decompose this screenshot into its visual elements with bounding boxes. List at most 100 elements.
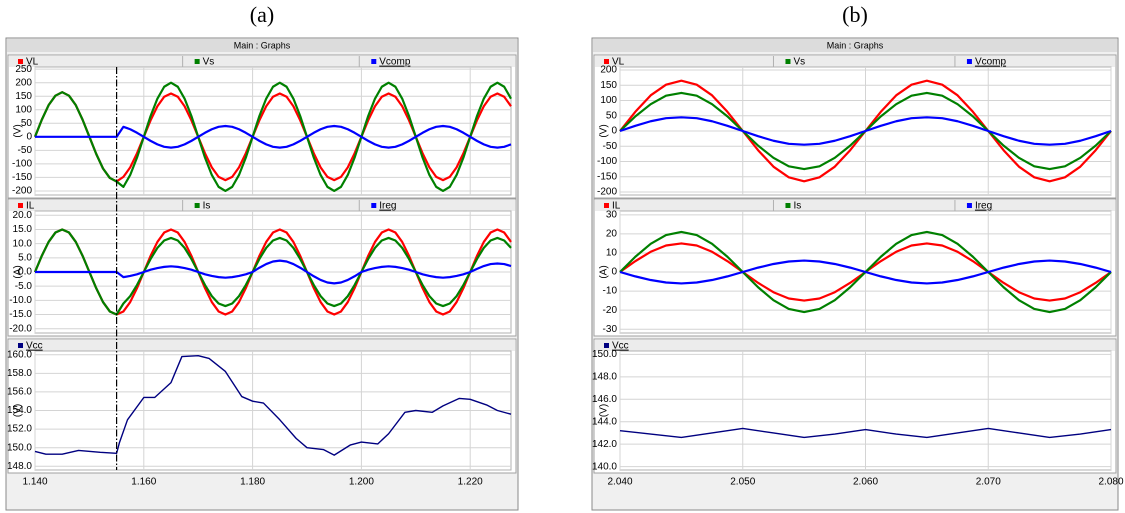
y-tick-label: 50	[21, 118, 33, 129]
series-line	[619, 259, 1112, 285]
x-tick-label: 2.050	[730, 477, 755, 488]
y-tick-label: 148.0	[592, 371, 617, 382]
legend-label: Vs	[203, 57, 215, 68]
y-tick-label: 30	[606, 209, 618, 220]
y-tick-label: -10.0	[9, 295, 32, 306]
x-tick-label: 1.220	[458, 477, 483, 488]
y-tick-label: 148.0	[7, 461, 32, 472]
y-tick-label: 152.0	[7, 424, 32, 435]
x-tick-label: 2.040	[607, 477, 632, 488]
x-tick-label: 1.200	[349, 477, 374, 488]
y-tick-label: 100	[600, 95, 617, 106]
legend-label: IL	[612, 201, 621, 212]
legend-label: Vcc	[26, 341, 43, 352]
legend-band	[595, 340, 1115, 351]
y-tick-label: -50	[603, 141, 618, 152]
y-axis-label: (A)	[13, 265, 24, 278]
y-tick-label: -20	[603, 305, 618, 316]
legend-band	[9, 340, 515, 351]
legend-label: Vcc	[612, 341, 629, 352]
y-tick-label: 150	[15, 91, 32, 102]
legend-label: Is	[203, 201, 211, 212]
y-tick-label: 154.0	[7, 405, 32, 416]
panel-label: (b)	[842, 2, 868, 27]
y-tick-label: 0	[611, 267, 617, 278]
legend-swatch	[194, 59, 200, 64]
legend-swatch	[18, 203, 23, 208]
y-tick-label: 50	[606, 110, 618, 121]
legend-swatch	[785, 59, 791, 64]
y-tick-label: 160.0	[7, 349, 32, 360]
y-tick-label: 156.0	[7, 387, 32, 398]
legend-label: VL	[612, 57, 625, 68]
header-band	[7, 39, 517, 52]
legend-label: Ireg	[975, 201, 992, 212]
y-axis-label: (V)	[13, 124, 24, 137]
y-tick-label: 146.0	[592, 394, 617, 405]
x-tick-label: 1.180	[240, 477, 265, 488]
legend-swatch	[194, 203, 200, 208]
legend-band	[595, 56, 1115, 67]
legend-band	[9, 200, 515, 211]
y-axis-label: (V)	[599, 404, 610, 417]
y-axis-label: (V)	[13, 404, 24, 417]
y-tick-label: -20.0	[9, 323, 32, 334]
legend-swatch	[785, 203, 791, 208]
y-tick-label: 158.0	[7, 368, 32, 379]
panel-header: Main : Graphs	[234, 40, 291, 50]
y-tick-label: -50	[18, 145, 33, 156]
legend-label: Ireg	[379, 201, 396, 212]
legend-label: Vcomp	[975, 57, 1007, 68]
y-tick-label: 0.0	[18, 267, 32, 278]
legend-swatch	[371, 59, 377, 64]
y-tick-label: 0	[26, 131, 32, 142]
header-band	[593, 39, 1117, 52]
legend-swatch	[966, 203, 972, 208]
y-tick-label: 20	[606, 229, 618, 240]
y-tick-label: -200	[12, 186, 32, 197]
panel-header: Main : Graphs	[827, 40, 884, 50]
legend-swatch	[604, 59, 609, 64]
y-tick-label: 140.0	[592, 461, 617, 472]
y-tick-label: 142.0	[592, 439, 617, 450]
legend-swatch	[18, 343, 23, 348]
y-tick-label: 150	[600, 80, 617, 91]
series-line	[35, 259, 512, 285]
y-axis-label: (A)	[599, 265, 610, 278]
y-axis-label: (V)	[599, 124, 610, 137]
legend-label: VL	[26, 57, 39, 68]
y-tick-label: 15.0	[13, 224, 33, 235]
x-tick-label: 1.160	[131, 477, 156, 488]
y-tick-label: 5.0	[18, 252, 32, 263]
y-tick-label: -100	[597, 156, 617, 167]
y-tick-label: 144.0	[592, 416, 617, 427]
series-line	[33, 228, 512, 316]
y-tick-label: -150	[597, 171, 617, 182]
series-line	[35, 124, 512, 149]
legend-label: IL	[26, 201, 35, 212]
series-line	[34, 354, 512, 456]
legend-band	[595, 200, 1115, 211]
legend-swatch	[18, 59, 23, 64]
legend-swatch	[604, 343, 609, 348]
y-tick-label: -15.0	[9, 309, 32, 320]
y-tick-label: 200	[15, 77, 32, 88]
panel-label: (a)	[250, 2, 274, 27]
y-tick-label: 10.0	[13, 238, 33, 249]
y-tick-label: 200	[600, 65, 617, 76]
y-tick-label: -100	[12, 159, 32, 170]
y-tick-label: -30	[603, 324, 618, 335]
x-tick-label: 2.080	[1098, 477, 1123, 488]
y-tick-label: 150.0	[592, 349, 617, 360]
y-tick-label: 100	[15, 104, 32, 115]
y-tick-label: 250	[15, 64, 32, 75]
y-tick-label: -10	[603, 286, 618, 297]
legend-swatch	[604, 203, 609, 208]
x-tick-label: 1.140	[22, 477, 47, 488]
series-line	[619, 427, 1112, 439]
y-tick-label: -150	[12, 172, 32, 183]
legend-label: Vs	[793, 57, 805, 68]
legend-swatch	[966, 59, 972, 64]
